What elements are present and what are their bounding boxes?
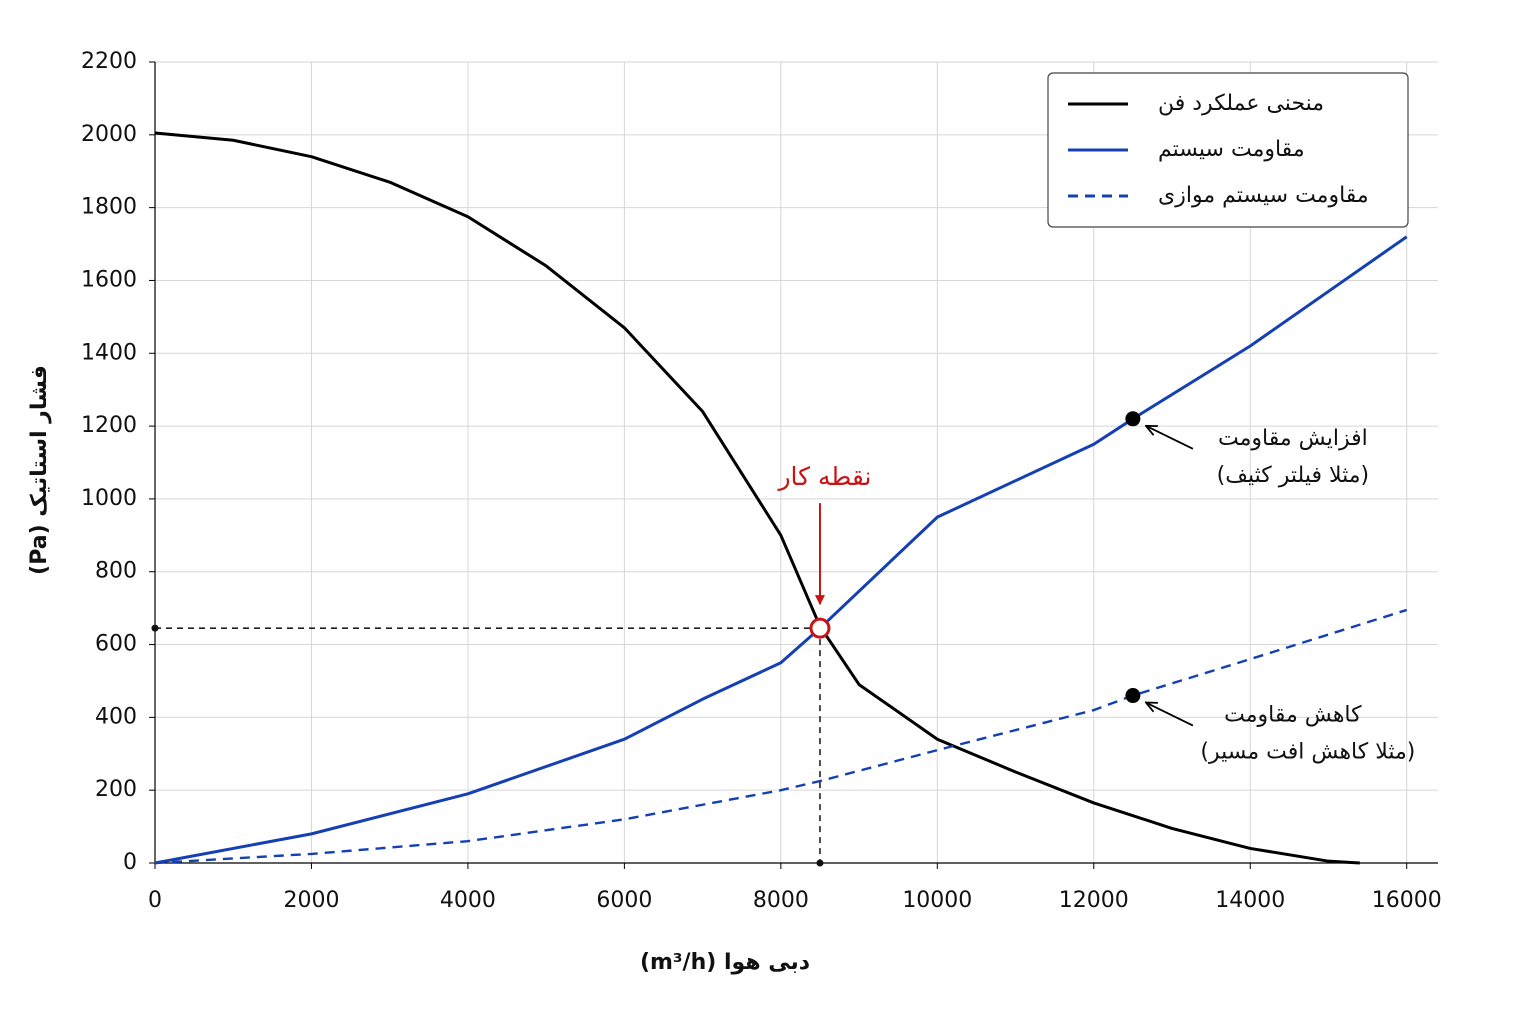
y-tick-label: 1000 — [81, 486, 137, 511]
reference-dot — [816, 859, 824, 867]
y-tick-label: 2200 — [81, 49, 137, 74]
y-tick-label: 200 — [95, 777, 137, 802]
y-axis-label: فشار استاتیک (Pa) — [27, 365, 52, 575]
series-line — [154, 608, 1408, 865]
reference-dot — [151, 624, 159, 632]
y-tick-label: 400 — [95, 704, 137, 729]
operating-label: نقطه کار — [776, 462, 871, 491]
x-tick-label: 2000 — [283, 888, 339, 913]
annotation-text: (مثلا فیلتر کثیف) — [1217, 463, 1369, 488]
annotation-arrow — [1146, 426, 1194, 450]
annotation-text: کاهش مقاومت — [1224, 703, 1362, 728]
y-tick-label: 1200 — [81, 413, 137, 438]
x-tick-label: 0 — [148, 888, 162, 913]
y-tick-label: 1800 — [81, 195, 137, 220]
legend-label: مقاومت سیستم — [1158, 137, 1305, 162]
annotation-text: افزایش مقاومت — [1218, 426, 1368, 451]
annotation-point — [1125, 688, 1141, 704]
legend-box — [1047, 72, 1409, 228]
y-tick-label: 800 — [95, 559, 137, 584]
x-tick-label: 6000 — [596, 888, 652, 913]
x-tick-label: 8000 — [753, 888, 809, 913]
x-tick-label: 12000 — [1059, 888, 1129, 913]
y-tick-label: 0 — [123, 850, 137, 875]
x-tick-label: 16000 — [1372, 888, 1442, 913]
y-tick-label: 1400 — [81, 340, 137, 365]
y-tick-label: 600 — [95, 632, 137, 657]
x-tick-label: 10000 — [902, 888, 972, 913]
annotation-text: (مثلا کاهش افت مسیر) — [1200, 740, 1415, 765]
x-tick-label: 14000 — [1215, 888, 1285, 913]
y-tick-label: 1600 — [81, 267, 137, 292]
series-line — [154, 131, 1360, 865]
legend-label: مقاومت سیستم موازی — [1158, 183, 1369, 208]
annotation-point — [1125, 411, 1141, 427]
operating-point — [809, 617, 831, 639]
y-tick-label: 2000 — [81, 122, 137, 147]
x-tick-label: 4000 — [440, 888, 496, 913]
legend-label: منحنی عملکرد فن — [1158, 91, 1324, 116]
series-line — [154, 235, 1408, 865]
annotation-arrow — [1146, 703, 1194, 727]
x-axis-label: دبی هوا (m³/h) — [640, 950, 810, 975]
